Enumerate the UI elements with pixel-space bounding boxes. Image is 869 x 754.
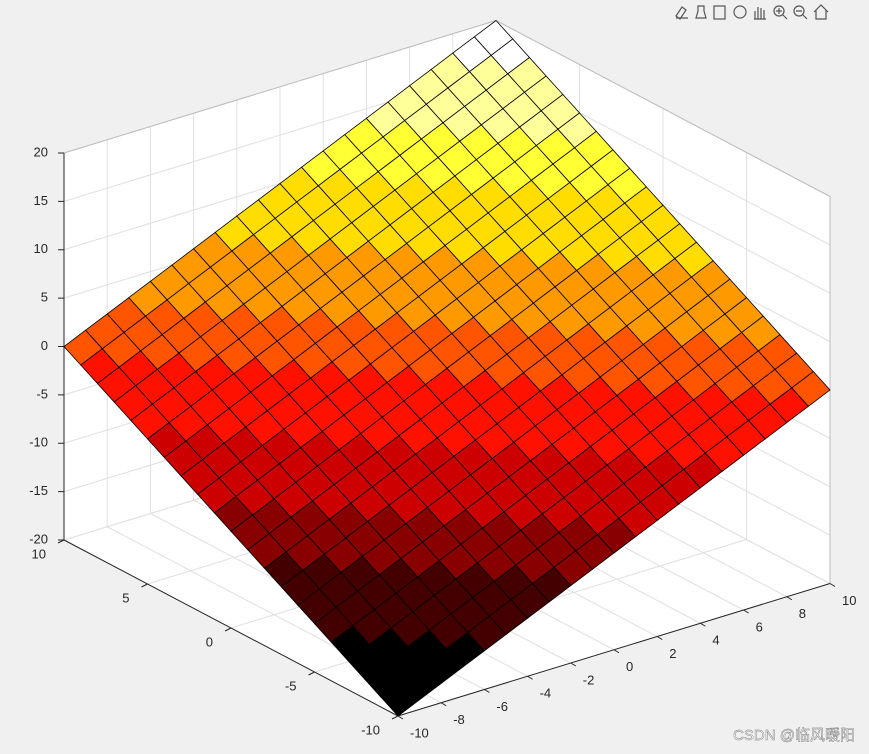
x-tick-label: 0 [626,659,633,674]
axes: -20-15-10-505101520-10-50510-10-8-6-4-20… [29,19,856,740]
x-tick-label: -4 [540,686,552,701]
x-tick [700,622,706,627]
x-tick [484,689,490,693]
x-tick [743,609,749,614]
y-tick-label: -5 [285,678,297,693]
z-tick-label: -10 [29,435,48,450]
x-tick-label: -10 [410,725,429,740]
toolbar[interactable] [675,4,829,20]
x-tick-label: -2 [583,672,595,687]
tool-home[interactable] [813,4,829,20]
x-tick-label: 10 [842,593,856,608]
x-tick-label: 8 [799,606,806,621]
z-tick-label: 15 [34,193,48,208]
z-tick-label: 0 [41,338,48,353]
tool-brush[interactable] [675,6,688,20]
tool-zoom-in[interactable] [773,5,785,17]
z-tick-label: -20 [29,531,48,546]
x-tick [397,715,404,720]
tool-zoom-in-icon [776,8,788,20]
x-tick-label: -8 [453,712,465,727]
x-tick [527,675,533,680]
tool-pan[interactable] [754,7,766,20]
y-tick [57,539,65,544]
watermark: CSDN @临风暖阳 [733,727,855,744]
y-tick-label: 10 [32,546,46,561]
x-tick [786,596,793,601]
x-tick-label: 2 [669,646,676,661]
z-tick-label: -15 [29,483,48,498]
tool-legend[interactable] [713,5,726,20]
z-tick-label: 5 [41,290,48,305]
y-tick-label: -10 [361,722,380,737]
x-tick [829,583,836,587]
box-edge [63,20,497,154]
tool-rotate[interactable] [733,5,747,19]
x-tick-label: -6 [496,699,508,714]
y-tick [141,583,148,588]
x-tick [570,662,577,667]
x-tick [613,649,620,654]
y-tick-label: 0 [206,634,213,649]
z-tick-label: -5 [36,386,48,401]
y-tick-label: 5 [122,590,129,605]
tool-datatip[interactable] [695,5,707,19]
y-tick [391,715,399,720]
tool-zoom-out[interactable] [793,5,805,17]
y-tick [224,627,232,632]
tool-zoom-out-icon [796,10,808,20]
box-edge [495,20,831,197]
x-tick-label: 4 [712,633,719,648]
z-tick-label: 20 [34,144,48,159]
x-tick [656,636,663,640]
y-tick [308,671,315,676]
z-tick-label: 10 [34,241,48,256]
x-tick-label: 6 [756,619,763,634]
surface-face [473,19,514,56]
x-tick [440,702,447,707]
